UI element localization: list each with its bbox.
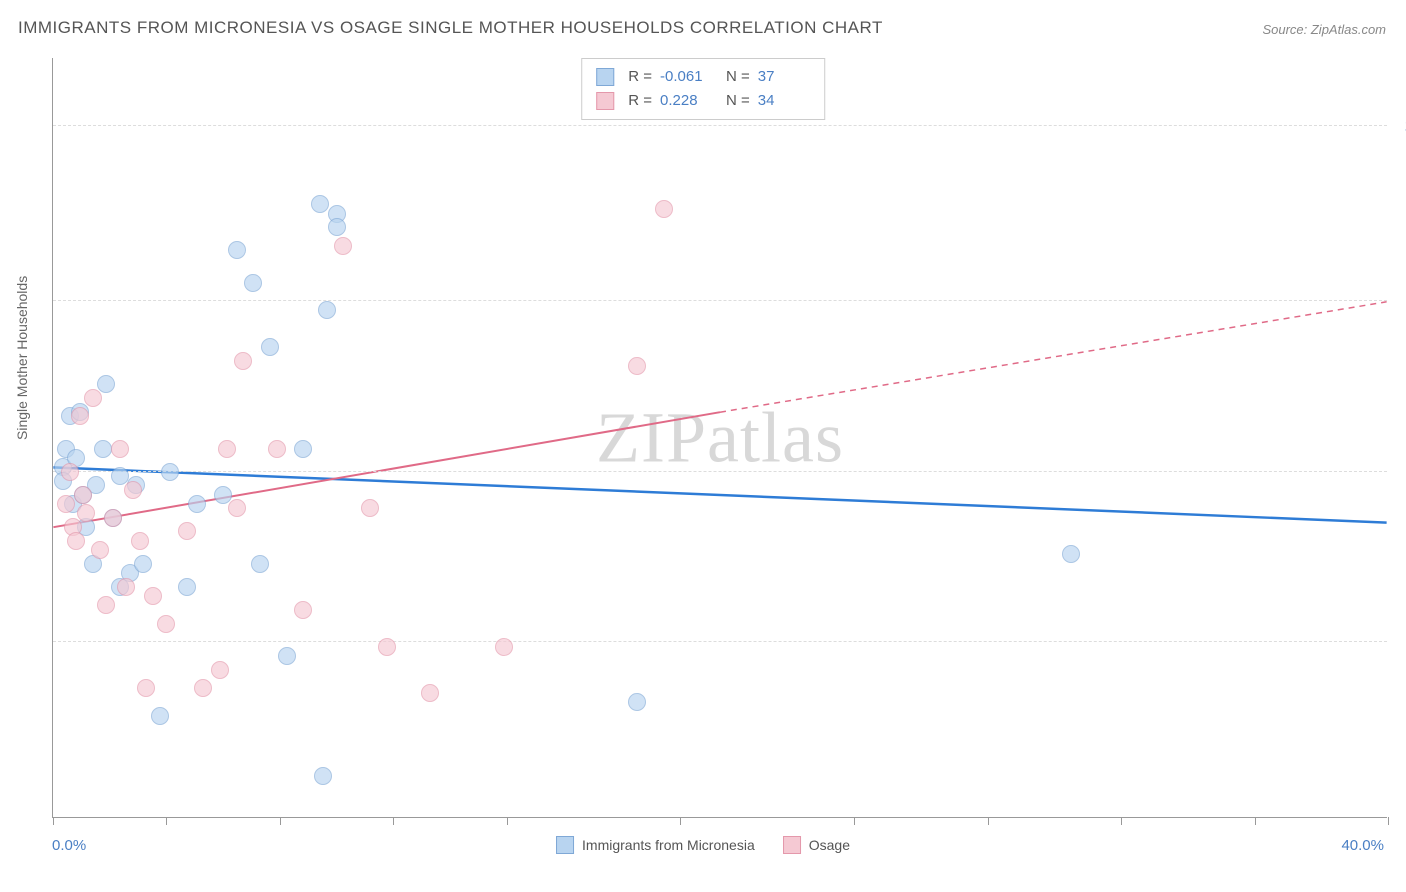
scatter-point: [628, 357, 646, 375]
y-tick-label: 11.2%: [1392, 293, 1406, 310]
x-tick: [53, 817, 54, 825]
scatter-point: [218, 440, 236, 458]
scatter-point: [628, 693, 646, 711]
scatter-point: [131, 532, 149, 550]
n-label: N =: [726, 65, 750, 89]
scatter-point: [57, 495, 75, 513]
x-tick: [507, 817, 508, 825]
scatter-point: [178, 578, 196, 596]
x-tick: [280, 817, 281, 825]
scatter-point: [361, 499, 379, 517]
x-tick: [393, 817, 394, 825]
watermark: ZIPatlas: [596, 396, 844, 479]
swatch-series-1: [596, 68, 614, 86]
stats-row-series-2: R = 0.228 N = 34: [596, 89, 810, 113]
x-tick: [988, 817, 989, 825]
gridline: [53, 300, 1387, 301]
stats-row-series-1: R = -0.061 N = 37: [596, 65, 810, 89]
scatter-point: [244, 274, 262, 292]
scatter-point: [144, 587, 162, 605]
swatch-series-2: [596, 92, 614, 110]
scatter-point: [157, 615, 175, 633]
scatter-point: [117, 578, 135, 596]
r-label: R =: [628, 65, 652, 89]
x-tick: [854, 817, 855, 825]
legend-label-series-1: Immigrants from Micronesia: [582, 837, 755, 853]
x-tick: [1255, 817, 1256, 825]
x-tick: [1388, 817, 1389, 825]
scatter-point: [314, 767, 332, 785]
scatter-point: [97, 596, 115, 614]
scatter-point: [294, 440, 312, 458]
scatter-point: [328, 218, 346, 236]
scatter-point: [188, 495, 206, 513]
series-legend: Immigrants from Micronesia Osage: [556, 836, 850, 854]
scatter-point: [111, 440, 129, 458]
scatter-point: [421, 684, 439, 702]
scatter-point: [178, 522, 196, 540]
n-value-series-2: 34: [758, 89, 810, 113]
scatter-point: [655, 200, 673, 218]
scatter-point: [84, 389, 102, 407]
chart-title: IMMIGRANTS FROM MICRONESIA VS OSAGE SING…: [18, 18, 883, 38]
scatter-point: [334, 237, 352, 255]
scatter-point: [228, 241, 246, 259]
n-label: N =: [726, 89, 750, 113]
gridline: [53, 641, 1387, 642]
r-label: R =: [628, 89, 652, 113]
scatter-point: [94, 440, 112, 458]
scatter-point: [67, 532, 85, 550]
correlation-stats-box: R = -0.061 N = 37 R = 0.228 N = 34: [581, 58, 825, 120]
legend-item-series-2: Osage: [783, 836, 850, 854]
scatter-point: [234, 352, 252, 370]
r-value-series-2: 0.228: [660, 89, 712, 113]
y-tick-label: 7.5%: [1392, 463, 1406, 480]
scatter-point: [311, 195, 329, 213]
r-value-series-1: -0.061: [660, 65, 712, 89]
x-tick: [1121, 817, 1122, 825]
legend-item-series-1: Immigrants from Micronesia: [556, 836, 755, 854]
scatter-point: [61, 463, 79, 481]
scatter-point: [124, 481, 142, 499]
y-axis-label: Single Mother Households: [14, 276, 30, 440]
legend-label-series-2: Osage: [809, 837, 850, 853]
chart-plot-area: ZIPatlas 3.8%7.5%11.2%15.0%: [52, 58, 1387, 818]
scatter-point: [74, 486, 92, 504]
x-axis-max-label: 40.0%: [1341, 837, 1384, 854]
scatter-point: [104, 509, 122, 527]
scatter-point: [71, 407, 89, 425]
y-tick-label: 3.8%: [1392, 633, 1406, 650]
swatch-series-2: [783, 836, 801, 854]
scatter-point: [318, 301, 336, 319]
trend-lines-layer: [53, 58, 1387, 817]
scatter-point: [161, 463, 179, 481]
scatter-point: [278, 647, 296, 665]
scatter-point: [211, 661, 229, 679]
scatter-point: [228, 499, 246, 517]
scatter-point: [194, 679, 212, 697]
scatter-point: [1062, 545, 1080, 563]
scatter-point: [77, 504, 95, 522]
scatter-point: [251, 555, 269, 573]
scatter-point: [294, 601, 312, 619]
scatter-point: [134, 555, 152, 573]
source-attribution: Source: ZipAtlas.com: [1262, 22, 1386, 37]
scatter-point: [151, 707, 169, 725]
scatter-point: [378, 638, 396, 656]
scatter-point: [91, 541, 109, 559]
y-tick-label: 15.0%: [1392, 118, 1406, 135]
x-tick: [680, 817, 681, 825]
x-tick: [166, 817, 167, 825]
x-axis-origin-label: 0.0%: [52, 837, 86, 854]
n-value-series-1: 37: [758, 65, 810, 89]
gridline: [53, 125, 1387, 126]
scatter-point: [97, 375, 115, 393]
scatter-point: [261, 338, 279, 356]
scatter-point: [137, 679, 155, 697]
scatter-point: [268, 440, 286, 458]
gridline: [53, 471, 1387, 472]
scatter-point: [495, 638, 513, 656]
swatch-series-1: [556, 836, 574, 854]
